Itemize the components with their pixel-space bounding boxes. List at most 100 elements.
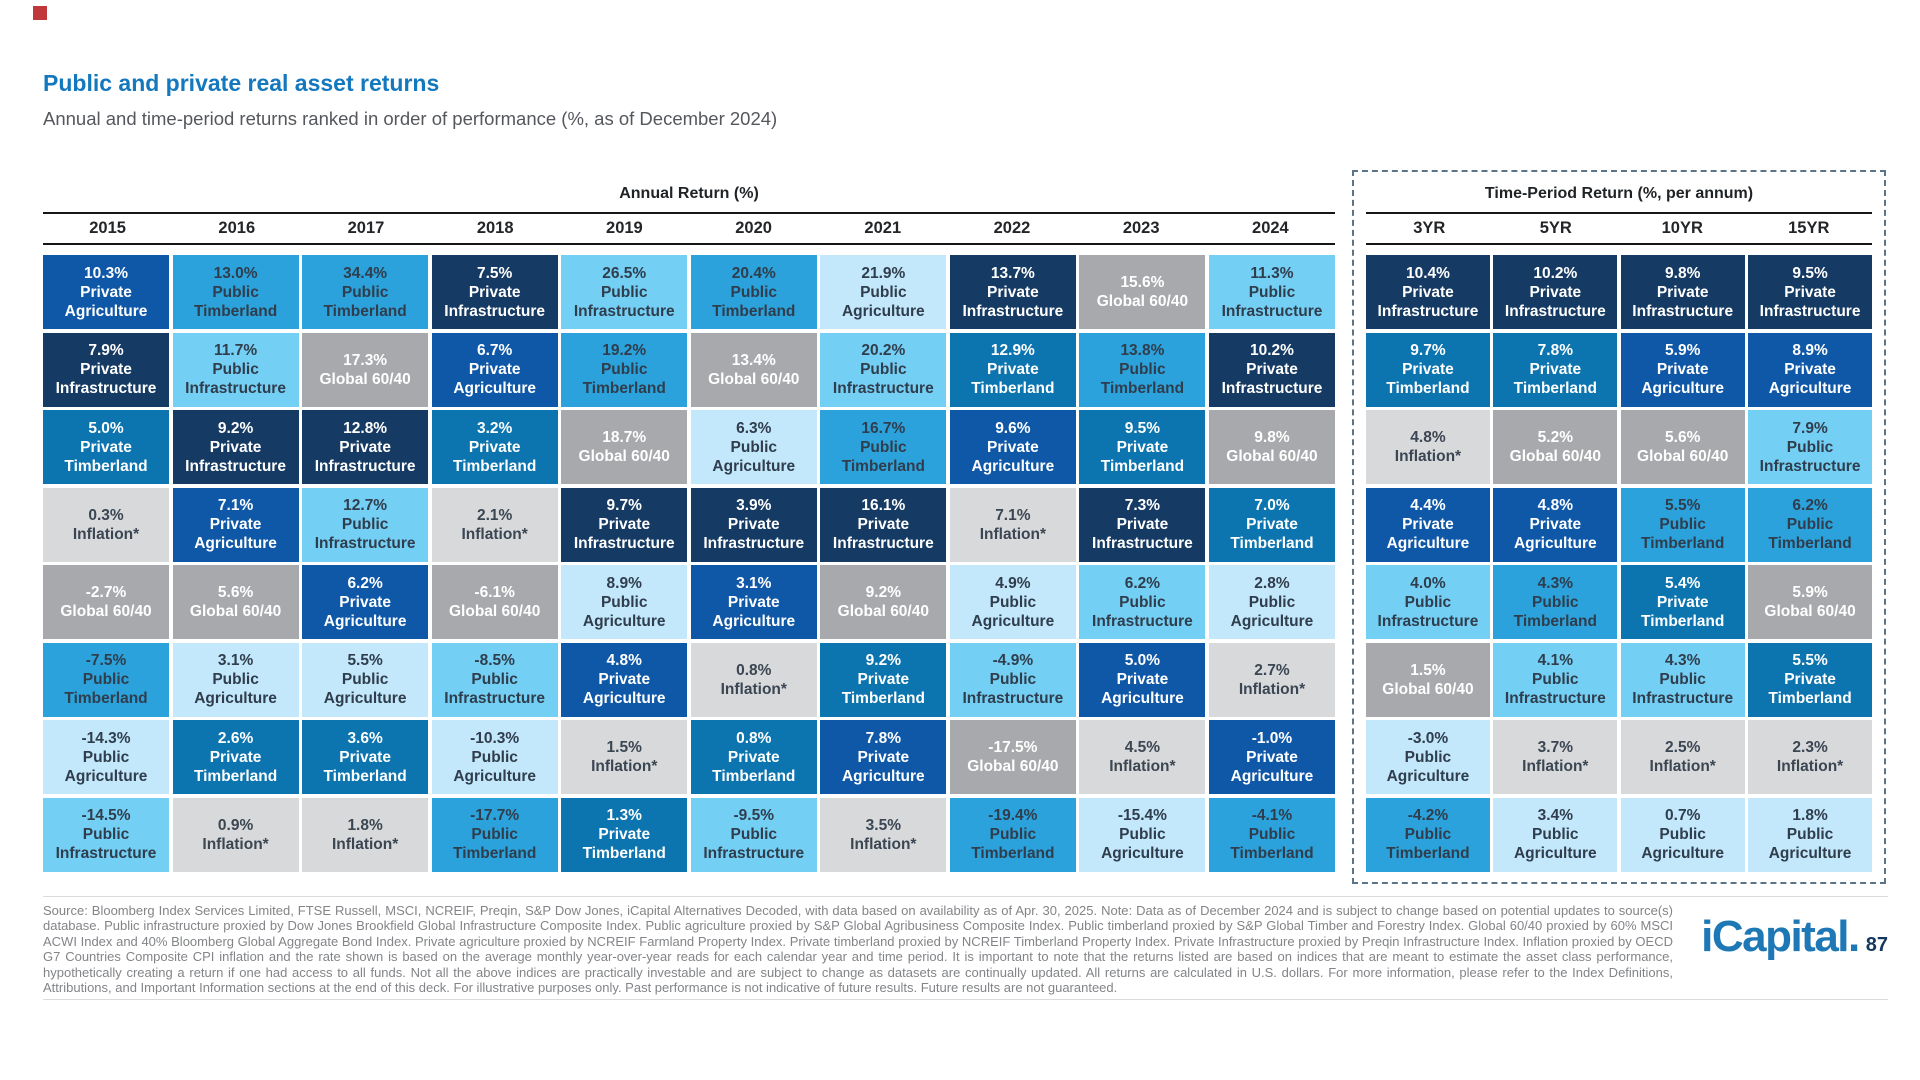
annual-return-cell-2018-rank-2: 6.7% Private Agriculture	[431, 332, 558, 407]
period-return-cell-10YR-rank-8: 0.7% Public Agriculture	[1620, 797, 1745, 872]
annual-return-cell-2020-rank-5: 3.1% Private Agriculture	[690, 565, 817, 639]
icapital-logo: iCapital.	[1701, 912, 1860, 961]
annual-return-cell-2015-rank-6: -7.5% Public Timberland	[43, 642, 170, 717]
annual-return-cell-2018-rank-7: -10.3% Public Agriculture	[431, 720, 558, 794]
annual-return-cell-2016-rank-8: 0.9% Inflation*	[172, 797, 299, 872]
annual-return-cell-2022-rank-1: 13.7% Private Infrastructure	[949, 255, 1076, 329]
period-return-cell-5YR-rank-8: 3.4% Public Agriculture	[1493, 797, 1618, 872]
annual-column-header-2021: 2021	[864, 219, 902, 237]
annual-column-header-2017: 2017	[347, 219, 385, 237]
annual-return-cell-2021-rank-8: 3.5% Inflation*	[820, 797, 947, 872]
annual-return-cell-2024-rank-2: 10.2% Private Infrastructure	[1208, 332, 1335, 407]
page-number: 87	[1865, 934, 1888, 956]
time-period-return-table: Time-Period Return (%, per annum) 3YR 5YR…	[1352, 170, 1886, 884]
annual-return-cell-2021-rank-2: 20.2% Public Infrastructure	[820, 332, 947, 407]
period-header-row: 3YR 5YR 10YR 15YR	[1366, 212, 1872, 245]
annual-return-cell-2017-rank-1: 34.4% Public Timberland	[302, 255, 429, 329]
brand-logo: iCapital. 87	[1680, 912, 1888, 962]
footnote-disclosure: Source: Bloomberg Index Services Limited…	[43, 903, 1673, 996]
annual-return-cell-2017-rank-5: 6.2% Private Agriculture	[302, 565, 429, 639]
period-return-cell-15YR-rank-4: 6.2% Public Timberland	[1748, 487, 1872, 562]
footer-divider-top	[43, 896, 1888, 897]
annual-return-cell-2021-rank-7: 7.8% Private Agriculture	[820, 720, 947, 794]
annual-return-cell-2019-rank-1: 26.5% Public Infrastructure	[561, 255, 688, 329]
period-return-cell-15YR-rank-8: 1.8% Public Agriculture	[1748, 797, 1872, 872]
annual-return-cell-2020-rank-1: 20.4% Public Timberland	[690, 255, 817, 329]
annual-return-cell-2019-rank-5: 8.9% Public Agriculture	[561, 565, 688, 639]
annual-column-header-2024: 2024	[1252, 219, 1289, 237]
annual-return-cell-2016-rank-3: 9.2% Private Infrastructure	[172, 410, 299, 484]
annual-return-cell-2024-rank-1: 11.3% Public Infrastructure	[1208, 255, 1335, 329]
period-return-cell-3YR-rank-4: 4.4% Private Agriculture	[1366, 487, 1490, 562]
period-return-cell-10YR-rank-2: 5.9% Private Agriculture	[1620, 332, 1745, 407]
annual-return-cell-2024-rank-7: -1.0% Private Agriculture	[1208, 720, 1335, 794]
annual-return-cell-2020-rank-3: 6.3% Public Agriculture	[690, 410, 817, 484]
period-grid: 10.4% Private Infrastructure 10.2% Private …	[1366, 255, 1872, 872]
annual-return-cell-2018-rank-8: -17.7% Public Timberland	[431, 797, 558, 872]
annual-return-cell-2022-rank-4: 7.1% Inflation*	[949, 487, 1076, 562]
period-return-cell-10YR-rank-1: 9.8% Private Infrastructure	[1620, 255, 1745, 329]
period-column-header-10YR: 10YR	[1661, 219, 1703, 237]
period-return-cell-3YR-rank-1: 10.4% Private Infrastructure	[1366, 255, 1490, 329]
period-return-cell-3YR-rank-3: 4.8% Inflation*	[1366, 410, 1490, 484]
annual-column-header-2019: 2019	[606, 219, 643, 237]
period-return-cell-3YR-rank-7: -3.0% Public Agriculture	[1366, 720, 1490, 794]
annual-return-cell-2021-rank-1: 21.9% Public Agriculture	[820, 255, 947, 329]
annual-return-cell-2022-rank-8: -19.4% Public Timberland	[949, 797, 1076, 872]
annual-return-cell-2023-rank-5: 6.2% Public Infrastructure	[1079, 565, 1206, 639]
annual-return-cell-2023-rank-3: 9.5% Private Timberland	[1079, 410, 1206, 484]
annual-return-cell-2019-rank-7: 1.5% Inflation*	[561, 720, 688, 794]
annual-return-cell-2024-rank-3: 9.8% Global 60/40	[1208, 410, 1335, 484]
period-return-cell-5YR-rank-1: 10.2% Private Infrastructure	[1493, 255, 1618, 329]
period-return-cell-5YR-rank-7: 3.7% Inflation*	[1493, 720, 1618, 794]
period-return-cell-15YR-rank-7: 2.3% Inflation*	[1748, 720, 1872, 794]
annual-return-cell-2015-rank-2: 7.9% Private Infrastructure	[43, 332, 170, 407]
annual-return-cell-2020-rank-6: 0.8% Inflation*	[690, 642, 817, 717]
period-return-cell-5YR-rank-5: 4.3% Public Timberland	[1493, 565, 1618, 639]
annual-return-cell-2017-rank-6: 5.5% Public Agriculture	[302, 642, 429, 717]
annual-return-cell-2017-rank-3: 12.8% Private Infrastructure	[302, 410, 429, 484]
annual-year-header-row: 2015 2016 2017 2018 2019 2020 2021 2022 2023 2024	[43, 212, 1335, 245]
annual-column-header-2022: 2022	[993, 219, 1031, 237]
annual-return-cell-2022-rank-3: 9.6% Private Agriculture	[949, 410, 1076, 484]
period-return-cell-10YR-rank-6: 4.3% Public Infrastructure	[1620, 642, 1745, 717]
annual-return-cell-2016-rank-6: 3.1% Public Agriculture	[172, 642, 299, 717]
period-return-cell-3YR-rank-5: 4.0% Public Infrastructure	[1366, 565, 1490, 639]
annual-column-header-2018: 2018	[476, 219, 514, 237]
annual-return-cell-2021-rank-5: 9.2% Global 60/40	[820, 565, 947, 639]
annual-return-cell-2015-rank-1: 10.3% Private Agriculture	[43, 255, 170, 329]
period-return-cell-3YR-rank-2: 9.7% Private Timberland	[1366, 332, 1490, 407]
period-return-cell-10YR-rank-7: 2.5% Inflation*	[1620, 720, 1745, 794]
period-return-cell-3YR-rank-8: -4.2% Public Timberland	[1366, 797, 1490, 872]
annual-return-cell-2018-rank-3: 3.2% Private Timberland	[431, 410, 558, 484]
annual-return-cell-2020-rank-7: 0.8% Private Timberland	[690, 720, 817, 794]
annual-return-cell-2017-rank-2: 17.3% Global 60/40	[302, 332, 429, 407]
annual-return-cell-2016-rank-1: 13.0% Public Timberland	[172, 255, 299, 329]
annual-return-cell-2017-rank-8: 1.8% Inflation*	[302, 797, 429, 872]
annual-column-header-2023: 2023	[1122, 219, 1160, 237]
annual-return-cell-2015-rank-5: -2.7% Global 60/40	[43, 565, 170, 639]
page-title: Public and private real asset returns	[43, 70, 440, 96]
annual-table-title: Annual Return (%)	[619, 185, 759, 202]
annual-return-cell-2015-rank-3: 5.0% Private Timberland	[43, 410, 170, 484]
annual-return-cell-2023-rank-7: 4.5% Inflation*	[1079, 720, 1206, 794]
annual-return-cell-2018-rank-4: 2.1% Inflation*	[431, 487, 558, 562]
annual-return-cell-2016-rank-4: 7.1% Private Agriculture	[172, 487, 299, 562]
period-column-header-15YR: 15YR	[1788, 219, 1830, 237]
annual-return-cell-2015-rank-8: -14.5% Public Infrastructure	[43, 797, 170, 872]
annual-return-cell-2016-rank-2: 11.7% Public Infrastructure	[172, 332, 299, 407]
annual-return-cell-2018-rank-1: 7.5% Private Infrastructure	[431, 255, 558, 329]
annual-return-cell-2020-rank-8: -9.5% Public Infrastructure	[690, 797, 817, 872]
annual-column-header-2020: 2020	[735, 219, 772, 237]
annual-return-cell-2019-rank-3: 18.7% Global 60/40	[561, 410, 688, 484]
period-return-cell-15YR-rank-2: 8.9% Private Agriculture	[1748, 332, 1872, 407]
footer-divider-bottom	[43, 999, 1888, 1000]
annual-return-table: Annual Return (%) 2015 2016 2017 2018 2019 20…	[43, 182, 1335, 872]
period-return-cell-15YR-rank-3: 7.9% Public Infrastructure	[1748, 410, 1872, 484]
annual-column-header-2016: 2016	[218, 219, 256, 237]
annual-return-cell-2023-rank-1: 15.6% Global 60/40	[1079, 255, 1206, 329]
annual-return-cell-2019-rank-6: 4.8% Private Agriculture	[561, 642, 688, 717]
annual-return-cell-2023-rank-4: 7.3% Private Infrastructure	[1079, 487, 1206, 562]
annual-return-cell-2023-rank-8: -15.4% Public Agriculture	[1079, 797, 1206, 872]
